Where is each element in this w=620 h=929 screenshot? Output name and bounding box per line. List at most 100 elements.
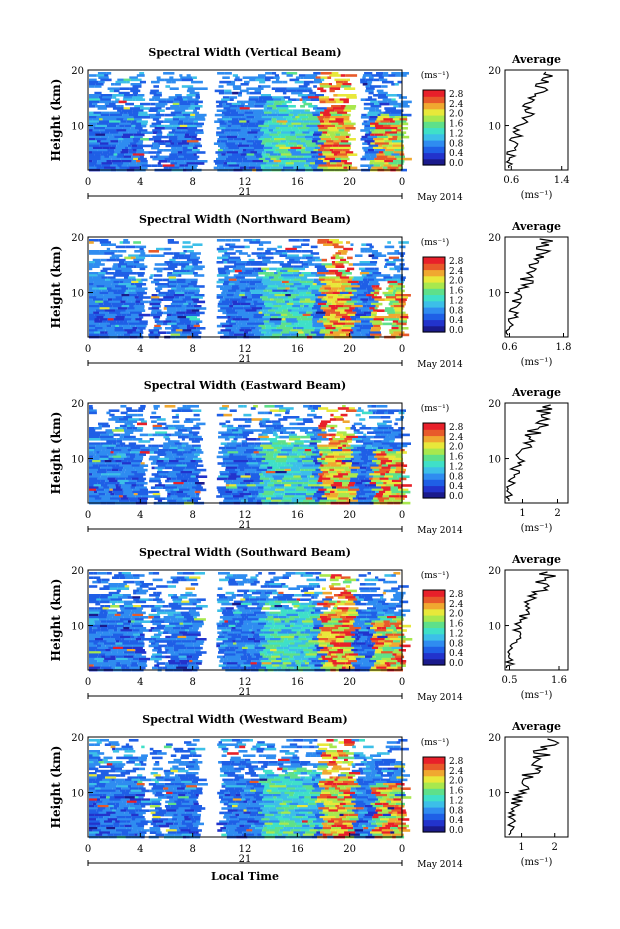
heatmap-cell	[189, 488, 196, 492]
heatmap-cell	[156, 460, 164, 463]
heatmap-cell	[276, 107, 289, 110]
heatmap-cell	[290, 151, 301, 154]
heatmap-cell	[394, 116, 401, 119]
heatmap-cell	[319, 318, 327, 321]
heatmap-cell	[380, 120, 390, 123]
heatmap-cell	[275, 87, 287, 90]
colorbar-tick-label: 0.4	[449, 149, 464, 159]
heatmap-cell	[114, 272, 125, 275]
heatmap-cell	[217, 587, 223, 590]
heatmap-cell	[237, 135, 245, 139]
heatmap-cell	[124, 574, 133, 577]
heatmap-cell	[328, 129, 339, 132]
heatmap-cell	[108, 591, 120, 595]
heatmap-cell	[92, 473, 102, 476]
heatmap-cell	[124, 94, 134, 97]
heatmap-cell	[164, 118, 173, 121]
heatmap-cell	[290, 471, 301, 474]
heatmap-cell	[345, 600, 354, 604]
heatmap-cell	[151, 280, 160, 284]
heatmap-cell	[264, 144, 276, 148]
heatmap-cell	[317, 272, 326, 275]
heatmap-cell	[321, 429, 325, 432]
heatmap-cell	[292, 267, 301, 271]
heatmap-cell	[261, 331, 267, 334]
heatmap-cell	[298, 127, 310, 130]
heatmap-cell	[217, 305, 230, 308]
heatmap-cell	[344, 331, 351, 334]
heatmap-cell	[174, 296, 180, 299]
heatmap-cell	[262, 140, 274, 143]
heatmap-cell	[284, 464, 293, 467]
heatmap-cell	[114, 149, 122, 152]
heatmap-cell	[95, 124, 107, 128]
heatmap-cell	[232, 302, 241, 306]
heatmap-cell	[179, 164, 185, 167]
heatmap-cell	[129, 294, 138, 297]
heatmap-cell	[216, 324, 222, 328]
heatmap-cell	[351, 283, 358, 286]
heatmap-cell	[221, 153, 226, 156]
heatmap-cell	[190, 305, 194, 308]
heatmap-cell	[347, 475, 358, 478]
panel-title: Spectral Width (Northward Beam)	[139, 213, 351, 226]
heatmap-cell	[296, 585, 308, 588]
heatmap-cell	[158, 331, 167, 334]
heatmap-cell	[190, 256, 200, 260]
heatmap-cell	[149, 594, 160, 597]
heatmap-cell	[282, 267, 293, 271]
heatmap-cell	[256, 289, 264, 293]
heatmap-cell	[311, 455, 322, 459]
heatmap-cell	[369, 464, 379, 467]
heatmap-cell	[290, 442, 295, 445]
heatmap-cell	[89, 427, 94, 430]
heatmap-cell	[149, 98, 155, 101]
heatmap-cell	[238, 285, 249, 288]
heatmap-cell	[106, 324, 112, 328]
heatmap-cell	[169, 291, 176, 295]
heatmap-cell	[119, 122, 131, 126]
heatmap-cell	[324, 490, 331, 494]
heatmap-cell	[343, 305, 352, 308]
heatmap-cell	[139, 488, 148, 492]
heatmap-cell	[154, 475, 163, 478]
heatmap-cell	[277, 296, 289, 299]
heatmap-cell	[366, 287, 373, 290]
heatmap-cell	[193, 153, 197, 156]
heatmap-cell	[332, 438, 345, 441]
heatmap-cell	[305, 285, 311, 288]
heatmap-cell	[230, 473, 237, 476]
heatmap-cell	[272, 475, 284, 478]
heatmap-cell	[135, 453, 139, 456]
heatmap-cell	[224, 265, 236, 268]
heatmap-cell	[395, 287, 402, 290]
heatmap-cell	[89, 265, 100, 268]
heatmap-cell	[291, 486, 297, 489]
heatmap-cell	[274, 605, 282, 608]
heatmap-cell	[126, 313, 131, 317]
heatmap-cell	[272, 116, 284, 119]
heatmap-cell	[367, 83, 372, 86]
heatmap-cell	[273, 276, 279, 279]
heatmap-cell	[122, 113, 129, 117]
heatmap-cell	[361, 455, 368, 459]
heatmap-cell	[216, 157, 226, 161]
x-tick-label: 0	[85, 510, 91, 521]
heatmap-cell	[353, 594, 362, 597]
heatmap-cell	[236, 605, 243, 608]
heatmap-cell	[166, 580, 172, 584]
heatmap-cell	[254, 149, 264, 152]
heatmap-cell	[177, 283, 188, 286]
heatmap-cell	[243, 307, 252, 310]
day-label: 21	[239, 354, 252, 365]
heatmap-cell	[225, 607, 234, 610]
heatmap-cell	[323, 322, 334, 326]
heatmap-cell	[226, 311, 238, 315]
heatmap-cell	[112, 616, 124, 619]
heatmap-cell	[261, 267, 270, 271]
heatmap-cell	[342, 149, 350, 152]
heatmap-cell	[106, 431, 114, 434]
heatmap-cell	[134, 457, 143, 461]
heatmap-cell	[239, 164, 250, 167]
heatmap-cell	[274, 405, 284, 408]
